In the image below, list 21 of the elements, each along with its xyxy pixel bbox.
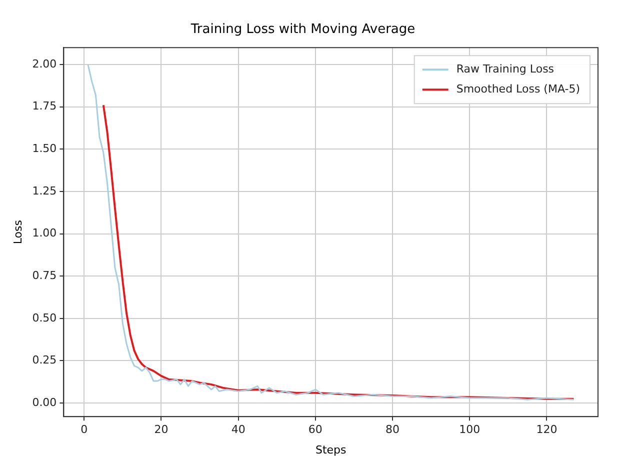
x-tick-label: 100 — [459, 423, 480, 436]
legend-label: Raw Training Loss — [456, 62, 554, 76]
legend-label: Smoothed Loss (MA-5) — [456, 82, 580, 96]
x-axis-title: Steps — [315, 443, 346, 456]
y-tick-label: 1.25 — [32, 184, 57, 198]
y-tick-label: 1.00 — [32, 226, 57, 240]
x-tick-label: 120 — [536, 423, 558, 436]
y-tick-label: 0.75 — [32, 268, 57, 282]
chart-title: Training Loss with Moving Average — [190, 22, 416, 38]
x-tick-label: 40 — [231, 423, 246, 436]
y-axis-title: Loss — [11, 220, 24, 244]
y-tick-label: 0.25 — [32, 354, 57, 367]
x-tick-label: 0 — [80, 423, 88, 436]
x-tick-label: 80 — [386, 423, 400, 436]
y-tick-label: 2.00 — [32, 57, 57, 70]
y-tick-label: 0.00 — [32, 396, 57, 409]
y-tick-label: 0.50 — [32, 311, 57, 324]
x-tick-label: 60 — [308, 423, 322, 436]
y-tick-label: 1.50 — [32, 142, 57, 156]
x-tick-label: 20 — [154, 423, 168, 436]
y-tick-label: 1.75 — [32, 100, 57, 113]
